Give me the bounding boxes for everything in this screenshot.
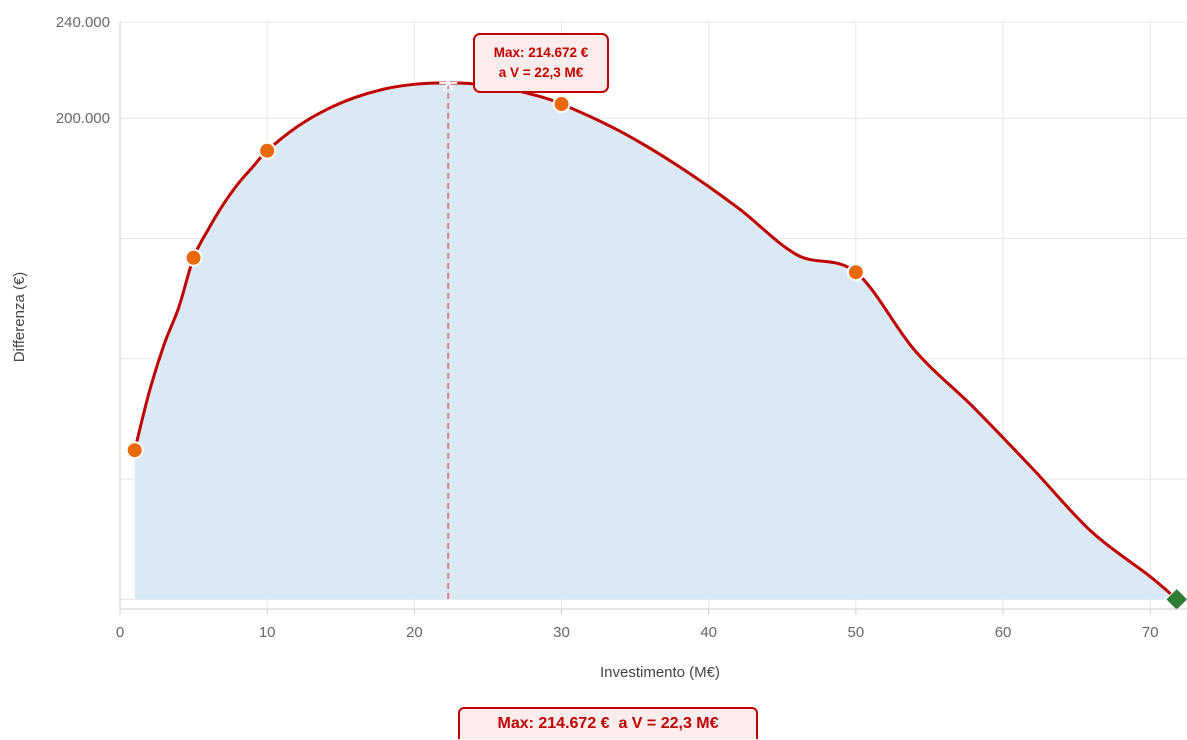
x-tick-label: 40	[700, 624, 717, 641]
max-annotation-line1: Max: 214.672 €	[494, 45, 589, 60]
endpoint-diamond	[1164, 587, 1187, 612]
data-point	[125, 441, 144, 460]
data-point	[258, 141, 277, 160]
max-summary-label: Max: 214.672 € a V = 22,3 M€	[458, 707, 758, 739]
x-tick-label: 30	[553, 624, 570, 641]
max-annotation-line2: a V = 22,3 M€	[499, 65, 584, 80]
x-tick-label: 50	[848, 624, 865, 641]
area-fill	[134, 82, 1177, 600]
max-annotation: Max: 214.672 € a V = 22,3 M€	[473, 33, 609, 93]
max-star-marker	[442, 74, 454, 92]
x-tick-label: 0	[116, 624, 124, 641]
axes: 0 10 20 30 40 50 60 70 240.000 200.000	[56, 14, 1187, 641]
curve-line	[133, 81, 1178, 601]
difference-curve	[133, 81, 1178, 601]
data-point	[552, 95, 571, 114]
chart: 0 10 20 30 40 50 60 70 240.000 200.000 Investimen…	[11, 14, 1187, 681]
area-fill-path	[134, 82, 1177, 600]
y-axis-title: Differenza (€)	[11, 272, 28, 363]
data-point	[846, 263, 865, 282]
x-tick-label: 70	[1142, 624, 1159, 641]
x-tick-label: 60	[995, 624, 1012, 641]
y-tick-label: 240.000	[56, 14, 110, 31]
x-tick-label: 10	[259, 624, 276, 641]
y-tick-label: 200.000	[56, 110, 110, 127]
x-tick-label: 20	[406, 624, 423, 641]
x-axis-title: Investimento (M€)	[600, 664, 720, 681]
data-points	[125, 74, 1187, 612]
data-point	[184, 248, 203, 267]
